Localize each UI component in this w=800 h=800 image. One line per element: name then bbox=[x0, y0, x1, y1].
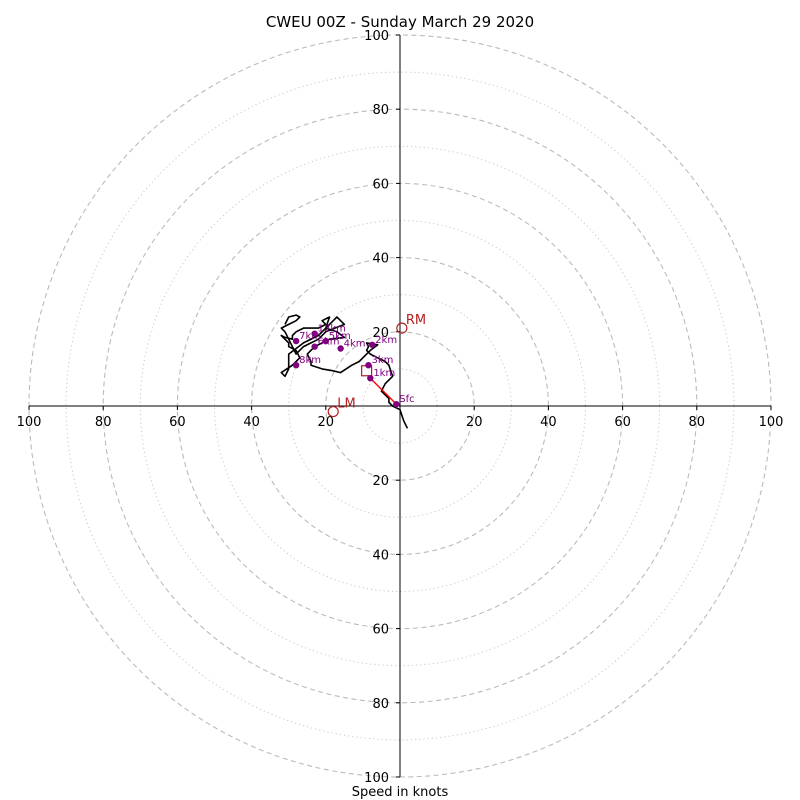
height-label: 8km bbox=[299, 355, 321, 366]
overlay-marks: RM LM bbox=[327, 313, 426, 418]
height-label: 6km bbox=[318, 337, 340, 348]
x-tick-label: 80 bbox=[95, 415, 112, 430]
storm-motion-marker bbox=[396, 322, 408, 334]
y-tick-label: 20 bbox=[372, 326, 389, 341]
y-tick-label: 20 bbox=[372, 474, 389, 489]
y-tick-label: 60 bbox=[372, 177, 389, 192]
height-label: 1km bbox=[373, 368, 395, 379]
x-tick-label: 80 bbox=[689, 415, 706, 430]
y-tick-label: 80 bbox=[372, 697, 389, 712]
height-label: 12km bbox=[318, 324, 346, 335]
height-label: 2km bbox=[375, 335, 397, 346]
height-marker bbox=[311, 330, 318, 337]
shear-vector bbox=[369, 377, 397, 405]
height-label: 3km bbox=[371, 355, 393, 366]
x-tick-label: 60 bbox=[169, 415, 186, 430]
height-marker bbox=[311, 343, 318, 350]
height-marker bbox=[292, 337, 300, 345]
x-tick-label: 100 bbox=[17, 415, 42, 430]
x-tick-label: 100 bbox=[759, 415, 784, 430]
height-label: 4km bbox=[344, 338, 366, 349]
chart-title: CWEU 00Z - Sunday March 29 2020 bbox=[266, 13, 534, 31]
height-marker bbox=[393, 400, 400, 408]
height-marker bbox=[365, 361, 372, 369]
x-tick-label: 20 bbox=[466, 415, 483, 430]
hodograph-trace bbox=[280, 314, 409, 429]
y-tick-label: 40 bbox=[372, 252, 389, 267]
height-marker bbox=[292, 361, 300, 369]
x-tick-label: 40 bbox=[243, 415, 260, 430]
height-label: 7km bbox=[299, 331, 321, 342]
x-tick-label: 60 bbox=[614, 415, 631, 430]
height-label: 5km bbox=[329, 331, 351, 342]
storm-motion-label: RM bbox=[406, 313, 426, 328]
y-tick-label: 100 bbox=[364, 771, 389, 786]
height-marker bbox=[322, 337, 329, 345]
height-label: Sfc bbox=[399, 394, 414, 405]
storm-motion-label: LM bbox=[337, 397, 355, 412]
x-tick-label: 20 bbox=[318, 415, 335, 430]
storm-motion-marker bbox=[327, 405, 339, 418]
height-marker bbox=[367, 374, 374, 382]
y-tick-label: 100 bbox=[364, 29, 389, 44]
y-tick-label: 60 bbox=[372, 623, 389, 638]
x-tick-label: 40 bbox=[540, 415, 557, 430]
x-axis-label: Speed in knots bbox=[352, 785, 449, 800]
axes bbox=[29, 35, 771, 777]
height-marker bbox=[337, 345, 344, 352]
tick-labels: 100 80 60 40 20 20 40 60 80 100 100 80 60 40 20 20 40 60 8… bbox=[17, 29, 784, 786]
height-marker bbox=[368, 341, 376, 348]
y-tick-label: 40 bbox=[372, 548, 389, 563]
y-tick-label: 80 bbox=[372, 103, 389, 118]
